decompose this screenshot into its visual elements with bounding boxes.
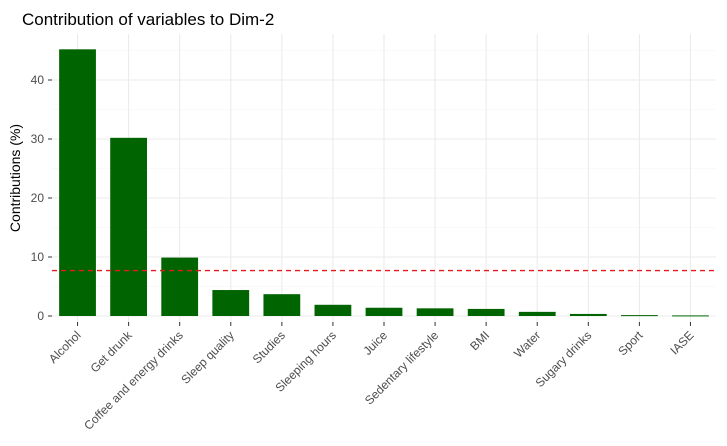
- bars: [59, 49, 709, 317]
- x-tick-label: Alcohol: [46, 328, 84, 366]
- bar-sedentary-lifestyle: [416, 308, 454, 316]
- y-tick-label: 10: [31, 250, 45, 264]
- y-tick-label: 30: [31, 132, 45, 146]
- bar-sleep-quality: [212, 290, 250, 316]
- bar-iase: [672, 315, 709, 317]
- bar-juice: [365, 307, 403, 316]
- y-tick-label: 0: [37, 309, 44, 323]
- y-axis-label: Contributions (%): [7, 124, 23, 232]
- y-tick-label: 40: [31, 73, 45, 87]
- bar-sleeping-hours: [314, 304, 352, 316]
- x-tick-label: Studies: [250, 328, 288, 366]
- bar-coffee-and-energy-drinks: [161, 257, 199, 316]
- bar-studies: [263, 294, 301, 316]
- y-tick-label: 20: [31, 191, 45, 205]
- bar-sugary-drinks: [569, 313, 607, 316]
- bar-bmi: [467, 308, 505, 316]
- chart-title: Contribution of variables to Dim-2: [22, 10, 274, 29]
- bar-alcohol: [59, 49, 96, 316]
- x-tick-label: Coffee and energy drinks: [81, 328, 186, 433]
- x-tick-label: Sleep quality: [178, 328, 236, 386]
- x-tick-label: IASE: [667, 328, 696, 357]
- x-tick-label: Sport: [615, 328, 646, 359]
- grid: [52, 34, 716, 322]
- x-tick-label: Get drunk: [88, 328, 136, 376]
- bar-get-drunk: [110, 137, 148, 316]
- bar-sport: [620, 315, 658, 317]
- x-tick-label: Juice: [360, 328, 390, 358]
- x-tick-label: BMI: [467, 328, 492, 353]
- y-axis-ticks: 0 10 20 30 40: [31, 73, 52, 323]
- x-tick-label: Water: [511, 328, 543, 360]
- bar-water: [518, 311, 556, 316]
